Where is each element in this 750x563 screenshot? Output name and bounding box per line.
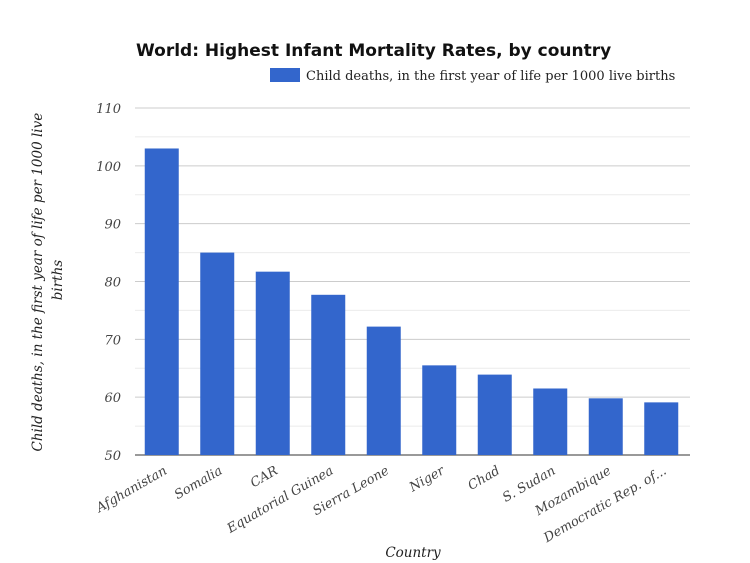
- y-tick-label: 100: [96, 160, 121, 175]
- y-tick-label: 80: [104, 276, 121, 291]
- y-axis-label: Child deaths, in the first year of life …: [30, 108, 66, 451]
- y-tick-label: 110: [96, 102, 121, 117]
- bar: [144, 148, 179, 455]
- x-tick-label: Niger: [406, 463, 448, 496]
- bar: [533, 388, 568, 455]
- y-axis-label-line-1: Child deaths, in the first year of life …: [30, 113, 46, 452]
- x-tick-label: Somalia: [172, 463, 225, 502]
- bar: [255, 271, 290, 455]
- y-tick-label: 70: [104, 333, 121, 348]
- y-tick-label: 60: [104, 391, 121, 406]
- bar: [366, 326, 401, 455]
- y-axis-ticks: 50 60 70 80 90 100 110: [96, 102, 121, 464]
- bar: [422, 365, 457, 455]
- bar: [644, 402, 679, 455]
- y-tick-label: 90: [104, 218, 121, 233]
- x-tick-label: CAR: [248, 463, 281, 491]
- y-tick-label: 50: [104, 449, 121, 464]
- x-tick-label: Afghanistan: [93, 463, 170, 516]
- bar: [477, 374, 512, 455]
- bar: [588, 398, 623, 455]
- bar: [200, 252, 235, 455]
- y-axis-label-line-2: births: [50, 260, 66, 301]
- legend-swatch: [270, 68, 300, 82]
- bar: [311, 294, 346, 455]
- x-axis-label: Country: [385, 545, 441, 561]
- chart-title: World: Highest Infant Mortality Rates, b…: [136, 41, 611, 61]
- bars: [144, 148, 679, 455]
- x-tick-label: Chad: [465, 463, 502, 493]
- legend-label: Child deaths, in the first year of life …: [306, 69, 675, 84]
